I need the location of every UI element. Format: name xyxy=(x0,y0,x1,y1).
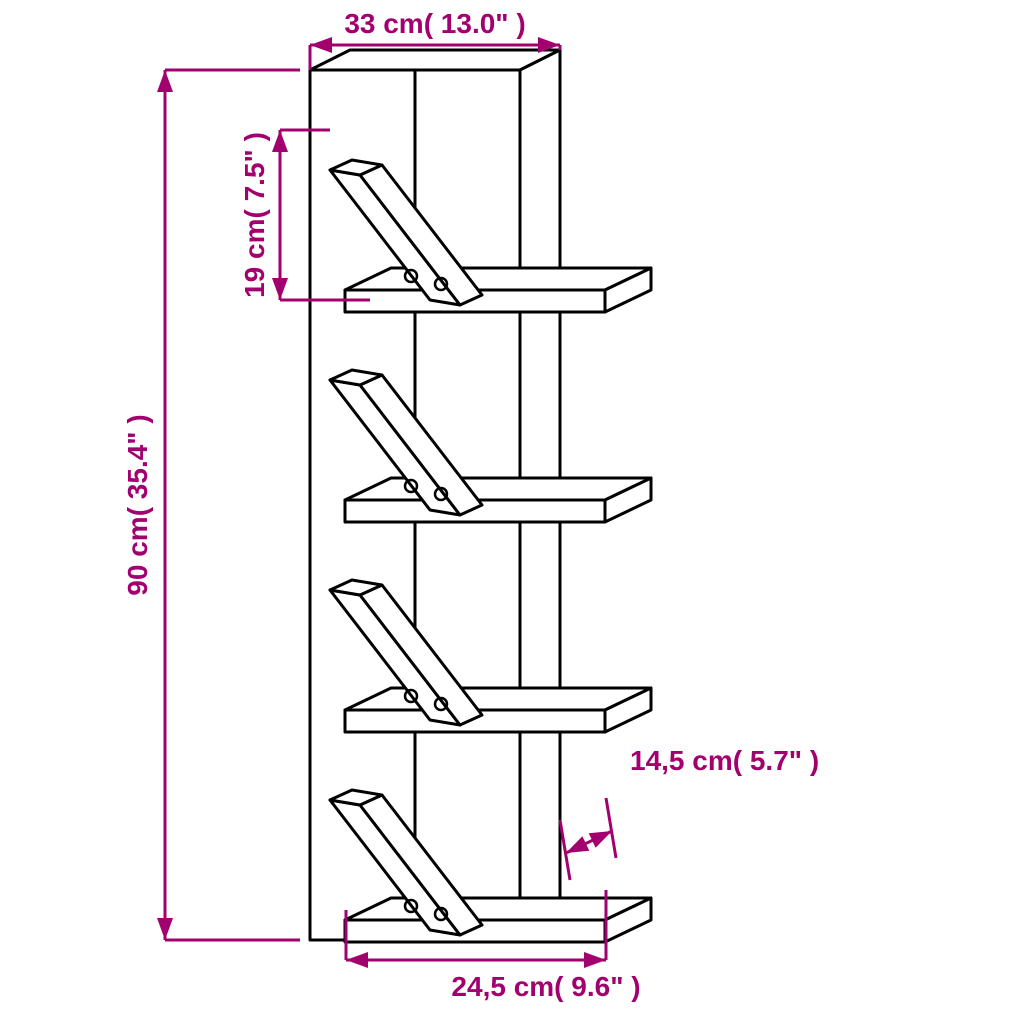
dimension-arrow xyxy=(272,130,288,152)
dim-label-slot: 19 cm( 7.5" ) xyxy=(239,132,270,298)
dim-label-height: 90 cm( 35.4" ) xyxy=(122,414,153,595)
dimension-arrow xyxy=(589,831,612,848)
dimension-arrow xyxy=(310,37,332,53)
dimension-arrow xyxy=(584,952,606,968)
dim-label-width: 33 cm( 13.0" ) xyxy=(344,8,525,39)
dimension-arrow xyxy=(157,918,173,940)
dimension-arrow xyxy=(566,836,589,853)
dim-label-depth: 14,5 cm( 5.7" ) xyxy=(630,745,819,776)
dimension-arrow xyxy=(346,952,368,968)
shelf-flat-top xyxy=(345,478,651,500)
dimension-arrow xyxy=(157,70,173,92)
dimension-arrow xyxy=(272,278,288,300)
dim-label-shelfw: 24,5 cm( 9.6" ) xyxy=(451,971,640,1002)
shelf-flat-top xyxy=(345,268,651,290)
shelf-flat-top xyxy=(345,688,651,710)
back-panel-top xyxy=(310,50,560,70)
dim-ext xyxy=(606,798,616,858)
